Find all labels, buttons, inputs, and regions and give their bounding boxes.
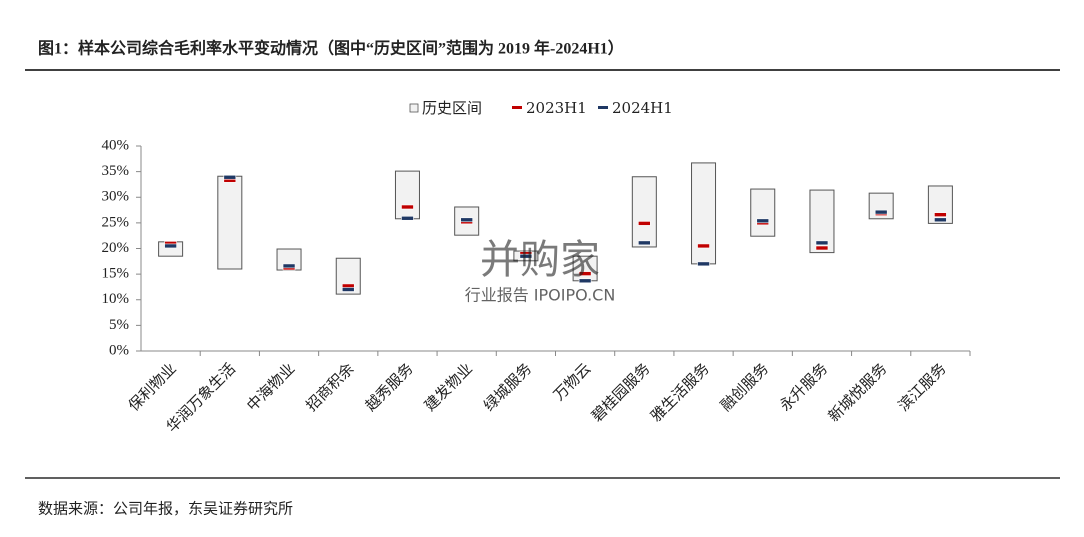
range-box	[927, 185, 953, 224]
marker	[282, 263, 296, 269]
x-tick-label: 保利物业	[125, 360, 179, 414]
marker	[401, 204, 414, 210]
y-tick-label: 15%	[102, 266, 130, 282]
x-tick-label: 越秀服务	[362, 360, 416, 414]
marker	[460, 217, 473, 223]
marker	[815, 245, 829, 251]
x-tick-label: 碧桂园服务	[589, 360, 654, 425]
x-tick-label: 滨江服务	[895, 360, 949, 414]
y-tick-label: 30%	[102, 189, 130, 205]
marker	[934, 212, 947, 217]
x-tick-label: 雅生活服务	[648, 360, 713, 425]
range-box	[572, 255, 598, 282]
legend-label: 历史区间	[422, 99, 482, 117]
y-tick-label: 35%	[102, 163, 130, 179]
x-tick-label: 绿城服务	[481, 360, 535, 414]
x-tick-label: 招商积余	[302, 360, 357, 415]
y-tick-label: 40%	[102, 137, 130, 153]
y-tick-label: 10%	[102, 291, 130, 307]
x-tick-label: 融创服务	[718, 360, 772, 414]
y-tick-label: 0%	[109, 342, 129, 358]
range-box	[631, 176, 657, 248]
marker	[756, 218, 770, 224]
marker	[815, 240, 829, 246]
x-tick-label: 中海物业	[244, 360, 298, 414]
marker	[223, 174, 237, 180]
legend-swatch	[598, 106, 608, 109]
marker	[697, 243, 710, 249]
range-box	[217, 175, 243, 270]
marker	[697, 261, 710, 267]
watermark-sub: 行业报告 IPOIPO.CN	[465, 286, 616, 305]
y-tick-label: 20%	[102, 240, 130, 256]
marker	[401, 215, 414, 221]
marker	[164, 243, 177, 249]
marker	[874, 209, 888, 215]
range-box	[691, 162, 717, 265]
marker	[578, 278, 592, 284]
watermark: 并购家	[480, 237, 600, 283]
legend-label: 2023H1	[526, 99, 587, 117]
marker	[341, 287, 355, 292]
range-box	[750, 188, 776, 237]
source-note: 数据来源：公司年报，东吴证券研究所	[38, 500, 293, 517]
marker	[638, 221, 651, 226]
legend-swatch	[512, 106, 522, 109]
marker	[638, 240, 651, 246]
x-tick-label: 新城悦服务	[825, 360, 890, 425]
marker	[519, 253, 533, 259]
y-tick-label: 25%	[102, 214, 130, 230]
legend-swatch	[409, 103, 419, 113]
x-tick-label: 永升服务	[777, 360, 831, 414]
y-tick-label: 5%	[109, 317, 129, 333]
marker	[934, 217, 947, 223]
legend-label: 2024H1	[612, 99, 673, 117]
figure-title: 图1：样本公司综合毛利率水平变动情况（图中“历史区间”范围为 2019 年-20…	[38, 39, 624, 58]
range-box	[394, 170, 420, 220]
x-tick-label: 万物云	[551, 360, 595, 404]
x-tick-label: 建发物业	[421, 360, 475, 414]
marker	[578, 271, 592, 276]
